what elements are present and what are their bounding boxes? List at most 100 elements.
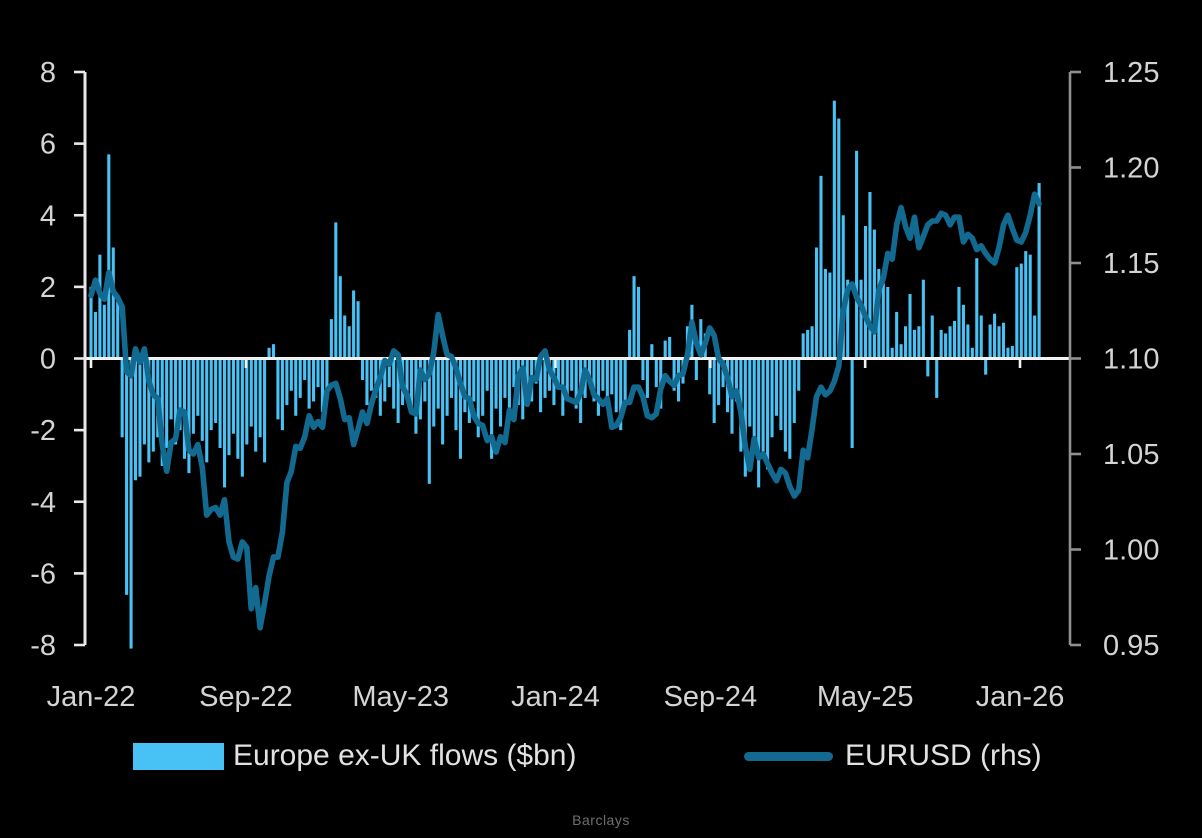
flows-bar <box>797 358 801 391</box>
flows-bar <box>205 358 209 463</box>
flows-bar <box>846 279 850 359</box>
flows-bar <box>819 175 823 359</box>
flows-bar <box>392 358 396 409</box>
flows-bar <box>935 358 939 398</box>
flows-bar <box>352 290 356 359</box>
flows-bar <box>294 358 298 416</box>
flows-bar <box>774 358 779 416</box>
flows-bar <box>214 358 218 423</box>
flows-bar <box>957 286 961 359</box>
flows-bar <box>917 326 921 359</box>
flows-bar <box>218 358 222 449</box>
flows-bar <box>694 358 698 380</box>
flows-bar <box>249 358 253 427</box>
flows-bar <box>285 358 289 406</box>
flows-bar <box>196 358 200 416</box>
flows-bar <box>436 358 440 409</box>
x-tick-label: Jan-22 <box>47 681 136 713</box>
flows-bar <box>338 276 342 359</box>
legend-item-eurusd: EURUSD (rhs) <box>744 739 1042 773</box>
flows-bar <box>997 326 1001 359</box>
flows-bar <box>828 272 832 359</box>
flows-bar <box>231 358 235 434</box>
flows-bars <box>89 100 1041 649</box>
flows-bar <box>347 326 351 359</box>
flows-bar <box>814 247 819 359</box>
flows-bar <box>792 358 796 423</box>
flows-bar <box>525 358 529 395</box>
flows-bar <box>454 358 458 431</box>
flows-bar <box>445 358 449 416</box>
flows-bar <box>133 358 138 481</box>
flows-bar <box>432 358 436 427</box>
flows-bar <box>93 311 97 359</box>
flows-bar <box>329 319 333 359</box>
flows-bar <box>267 347 271 359</box>
flows-bar <box>886 286 890 359</box>
flows-bar <box>1006 347 1010 359</box>
flows-bar <box>641 358 645 380</box>
flows-bar <box>316 358 320 388</box>
flows-bar <box>427 358 431 484</box>
flows-bar <box>596 358 600 416</box>
flows-bar <box>405 358 409 395</box>
flows-bar <box>1019 263 1023 359</box>
flows-bar <box>899 344 903 359</box>
flows-bar <box>668 337 672 359</box>
flows-bar <box>303 358 307 380</box>
left-tick-label: 2 <box>40 272 56 304</box>
flows-bar <box>1001 322 1006 359</box>
flows-bar <box>222 358 227 488</box>
flows-bar <box>757 358 761 488</box>
flows-bar <box>472 358 476 402</box>
flows-bar <box>912 329 917 359</box>
flows-bar <box>280 358 284 431</box>
flows-bar <box>766 358 770 470</box>
left-tick-label: -2 <box>30 415 56 447</box>
flows-bar <box>467 358 471 423</box>
left-tick-label: -6 <box>30 558 56 590</box>
flows-bar <box>378 358 382 416</box>
flows-bar <box>1037 183 1041 359</box>
flows-bar <box>650 344 654 359</box>
flows-bar <box>356 301 360 359</box>
flows-bar <box>863 225 868 359</box>
flows-bar <box>503 358 507 398</box>
x-tick-label: Jan-24 <box>511 681 600 713</box>
flows-bar <box>984 358 988 375</box>
flows-bar <box>539 358 543 413</box>
left-tick-label: 0 <box>40 344 56 376</box>
flows-bar <box>307 358 311 409</box>
flows-bar <box>921 279 925 359</box>
flows-bar <box>890 347 894 359</box>
flows-bar <box>1015 267 1019 359</box>
flows-bar <box>481 358 485 416</box>
flows-bar <box>182 358 187 459</box>
flows-bar <box>645 358 649 398</box>
flows-bar <box>806 329 810 359</box>
right-tick-label: 1.25 <box>1103 57 1159 89</box>
flows-bar <box>788 358 792 459</box>
flows-swatch <box>133 742 224 770</box>
flows-bar <box>1010 345 1014 359</box>
flows-bar <box>570 358 574 391</box>
flows-bar <box>672 358 676 391</box>
flows-bar <box>147 358 151 463</box>
flows-bar <box>601 358 605 391</box>
eurusd-swatch <box>744 751 833 761</box>
flows-bar <box>209 358 213 431</box>
flows-bar <box>312 358 316 402</box>
left-tick-label: -8 <box>30 630 56 662</box>
right-tick-label: 1.00 <box>1103 535 1159 567</box>
flows-bar <box>245 358 249 445</box>
flows-bar <box>360 358 365 380</box>
flows-bar <box>369 358 373 391</box>
right-tick-label: 1.05 <box>1103 439 1159 471</box>
flows-bar <box>276 358 280 420</box>
flows-bar <box>712 358 716 423</box>
flows-bar <box>850 358 854 449</box>
flows-bar <box>895 311 899 359</box>
x-axis: Jan-22 Sep-22 May-23 Jan-24 Sep-24 May-25 Jan-… <box>47 358 1064 713</box>
flows-bar <box>1024 251 1028 359</box>
